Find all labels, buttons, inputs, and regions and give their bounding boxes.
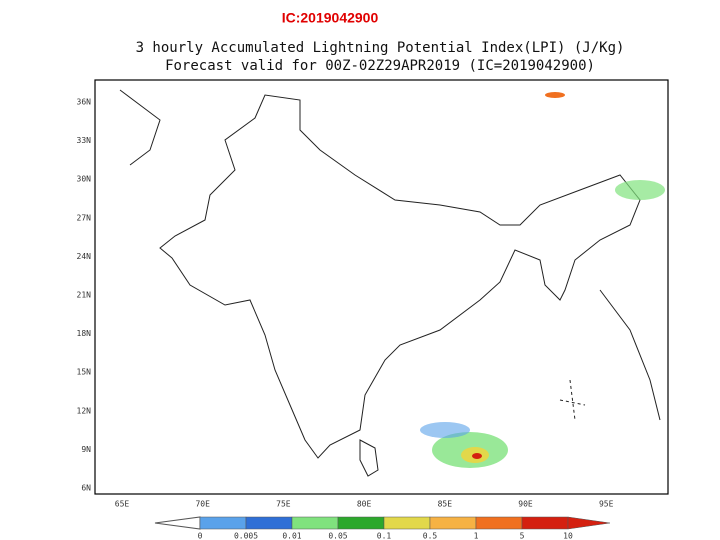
colorbar-segment (429, 516, 477, 530)
colorbar-arrow-left (154, 516, 201, 530)
lat-label: 27N (77, 213, 92, 222)
lat-label: 21N (77, 291, 92, 300)
map-subtitle: Forecast valid for 00Z-02Z29APR2019 (IC=… (165, 58, 595, 74)
map-title: 3 hourly Accumulated Lightning Potential… (136, 40, 625, 56)
colorbar-segment (383, 516, 431, 530)
colorbar-segment (521, 516, 569, 530)
lat-label: 36N (77, 98, 92, 107)
colorbar-segment (291, 516, 339, 530)
lon-label: 70E (195, 500, 210, 509)
colorbar-segment (199, 516, 247, 530)
colorbar-segment (245, 516, 293, 530)
colorbar-label: 0.005 (234, 532, 258, 540)
colorbar-label: 0.05 (328, 532, 347, 540)
lon-label: 85E (438, 500, 453, 509)
coastline (119, 89, 661, 477)
colorbar-label: 0 (198, 532, 203, 540)
map-frame (94, 79, 669, 495)
colorbar-label: 10 (563, 532, 573, 540)
lat-label: 9N (81, 445, 91, 454)
lat-label: 30N (77, 175, 92, 184)
colorbar: 0 0.005 0.01 0.05 0.1 0.5 1 5 10 (154, 516, 611, 540)
colorbar-segment (475, 516, 523, 530)
lon-label: 95E (599, 500, 614, 509)
colorbar-label: 1 (474, 532, 479, 540)
lon-label: 65E (115, 500, 130, 509)
lightning-blobs (420, 92, 665, 468)
colorbar-label: 0.1 (377, 532, 392, 540)
colorbar-label: 5 (520, 532, 525, 540)
lat-label: 33N (77, 136, 92, 145)
colorbar-arrow-right (567, 516, 611, 530)
lat-label: 15N (77, 368, 92, 377)
lon-label: 75E (276, 500, 291, 509)
lat-label: 6N (81, 484, 91, 493)
colorbar-label: 0.01 (282, 532, 301, 540)
lat-labels: 36N 33N 30N 27N 24N 21N 18N 15N 12N 9N 6N (77, 98, 92, 493)
lat-label: 18N (77, 329, 92, 338)
ic-label: IC:2019042900 (282, 10, 379, 26)
colorbar-label: 0.5 (423, 532, 438, 540)
colorbar-segment (337, 516, 385, 530)
lon-label: 80E (357, 500, 372, 509)
lat-label: 12N (77, 406, 92, 415)
lat-label: 24N (77, 252, 92, 261)
lon-labels: 65E 70E 75E 80E 85E 90E 95E (115, 500, 614, 509)
lon-label: 90E (518, 500, 533, 509)
